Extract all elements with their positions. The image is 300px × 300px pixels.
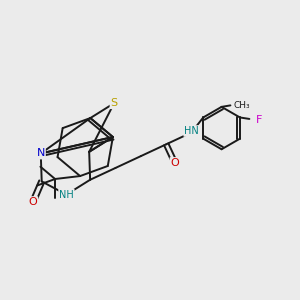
Text: S: S: [110, 98, 118, 108]
Text: CH₃: CH₃: [234, 101, 250, 110]
Text: N: N: [37, 148, 45, 158]
Text: O: O: [28, 197, 37, 207]
Text: F: F: [256, 116, 262, 125]
Text: NH: NH: [59, 190, 74, 200]
Text: HN: HN: [184, 126, 199, 136]
Text: O: O: [170, 158, 179, 168]
